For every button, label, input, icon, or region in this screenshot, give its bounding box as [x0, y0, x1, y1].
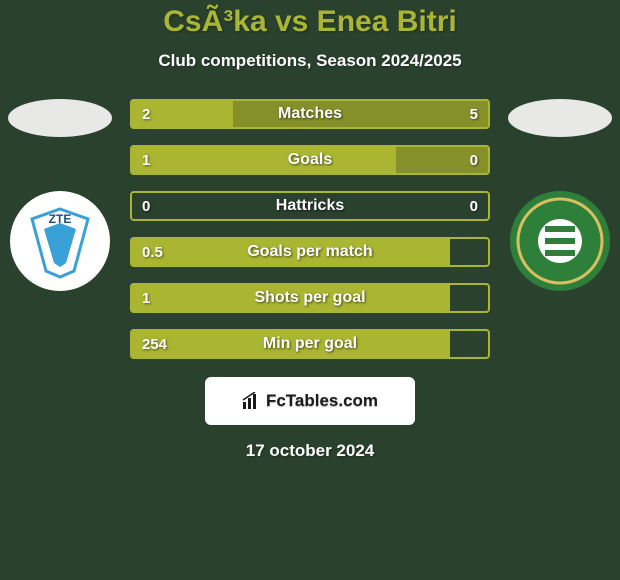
stat-row: 1 Shots per goal: [130, 283, 490, 313]
stat-label: Min per goal: [263, 335, 357, 353]
stat-value-left: 1: [142, 290, 150, 307]
club-badge-right: [510, 191, 610, 291]
stat-value-left: 0: [142, 198, 150, 215]
stat-row: 2 Matches 5: [130, 99, 490, 129]
page-title: CsÃ³ka vs Enea Bitri: [0, 5, 620, 39]
stat-value-left: 0.5: [142, 244, 163, 261]
club-badge-left: ZTE: [10, 191, 110, 291]
stat-row: 1 Goals 0: [130, 145, 490, 175]
chart-icon: [242, 392, 260, 410]
stat-value-right: 5: [470, 106, 478, 123]
footer-site-box[interactable]: FcTables.com: [205, 377, 415, 425]
stat-value-right: 0: [470, 152, 478, 169]
stat-label: Matches: [278, 105, 342, 123]
player-right-column: [504, 99, 616, 291]
footer-date: 17 october 2024: [0, 441, 620, 461]
player-right-silhouette: [508, 99, 612, 137]
stat-label: Shots per goal: [254, 289, 365, 307]
stat-fill-right: [233, 99, 490, 129]
club-left-logo: ZTE: [20, 201, 100, 281]
page-subtitle: Club competitions, Season 2024/2025: [0, 51, 620, 71]
player-left-silhouette: [8, 99, 112, 137]
club-right-logo: [515, 196, 605, 286]
stat-label: Goals: [288, 151, 332, 169]
comparison-infographic: CsÃ³ka vs Enea Bitri Club competitions, …: [0, 0, 620, 580]
stat-row: 254 Min per goal: [130, 329, 490, 359]
player-left-column: ZTE: [4, 99, 116, 291]
stat-value-left: 2: [142, 106, 150, 123]
stats-column: 2 Matches 5 1 Goals 0 0 Hattricks 0 0.5 Goals per …: [130, 99, 490, 359]
club-left-abbrev: ZTE: [49, 212, 72, 226]
stat-row: 0.5 Goals per match: [130, 237, 490, 267]
stat-value-left: 1: [142, 152, 150, 169]
main-row: ZTE 2 Matches 5 1 Goals 0 0 Hattricks 0 0.5 Goals …: [0, 99, 620, 359]
stat-fill-left: [130, 145, 396, 175]
stat-value-right: 0: [470, 198, 478, 215]
stat-label: Hattricks: [276, 197, 344, 215]
footer-site-label: FcTables.com: [266, 391, 378, 411]
stat-row: 0 Hattricks 0: [130, 191, 490, 221]
stat-label: Goals per match: [247, 243, 372, 261]
stat-value-left: 254: [142, 336, 167, 353]
